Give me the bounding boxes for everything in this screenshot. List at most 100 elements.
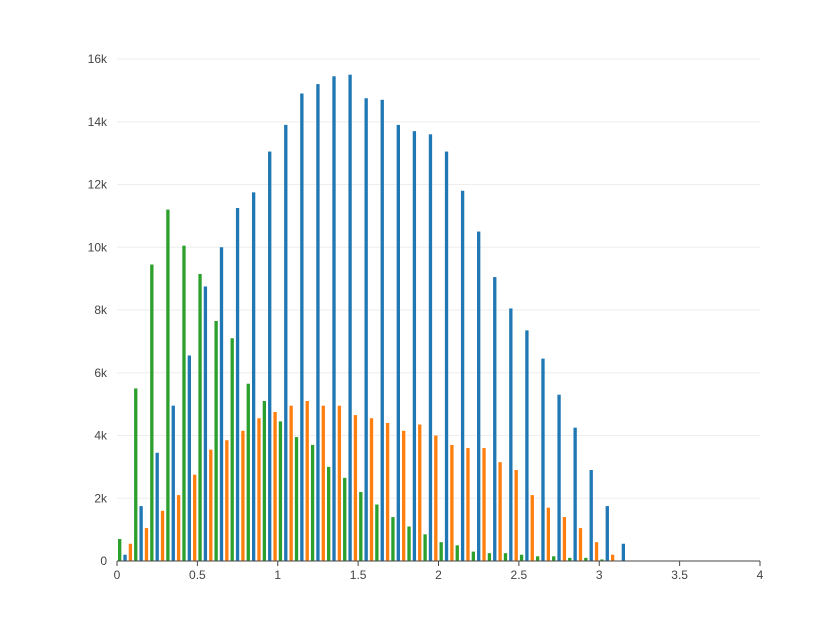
histogram-bar[interactable] <box>235 208 240 561</box>
histogram-bar[interactable] <box>407 526 411 561</box>
histogram-bar[interactable] <box>144 528 149 561</box>
histogram-bar[interactable] <box>578 528 583 561</box>
histogram-bar[interactable] <box>568 557 572 561</box>
histogram-bar[interactable] <box>326 466 331 562</box>
histogram-bar[interactable] <box>268 151 272 561</box>
histogram-bar[interactable] <box>193 474 197 561</box>
histogram-bar[interactable] <box>562 517 567 561</box>
histogram-bar[interactable] <box>219 247 224 561</box>
histogram-bar[interactable] <box>584 557 588 561</box>
histogram-bar[interactable] <box>423 534 427 561</box>
histogram-bar[interactable] <box>535 556 540 561</box>
x-tick-label: 3.5 <box>671 568 688 582</box>
histogram-bar[interactable] <box>514 470 518 561</box>
histogram-bar[interactable] <box>385 422 390 561</box>
histogram-bar[interactable] <box>337 405 342 561</box>
y-tick-label: 14k <box>88 115 108 129</box>
histogram-bar[interactable] <box>300 93 304 561</box>
histogram-bar[interactable] <box>412 131 417 561</box>
histogram-bar[interactable] <box>525 330 529 561</box>
histogram-bar[interactable] <box>246 383 250 561</box>
histogram-bar[interactable] <box>359 491 363 561</box>
histogram-bar[interactable] <box>450 444 454 561</box>
histogram-bar[interactable] <box>503 553 508 561</box>
histogram-bar[interactable] <box>187 355 191 561</box>
histogram-bar[interactable] <box>530 495 534 561</box>
histogram-bar[interactable] <box>284 124 288 561</box>
histogram-bar[interactable] <box>118 539 122 561</box>
histogram-bar[interactable] <box>123 554 127 561</box>
histogram-bar[interactable] <box>396 124 400 561</box>
histogram-bar[interactable] <box>493 277 497 561</box>
histogram-bar[interactable] <box>605 506 609 561</box>
histogram-bar[interactable] <box>251 192 256 561</box>
histogram-bar[interactable] <box>621 543 626 561</box>
histogram-bar[interactable] <box>460 190 465 561</box>
histogram-bar[interactable] <box>573 427 577 561</box>
histogram-bar[interactable] <box>182 245 186 561</box>
histogram-bar[interactable] <box>343 477 347 561</box>
histogram-bar[interactable] <box>444 151 449 561</box>
histogram-bar[interactable] <box>589 470 593 561</box>
histogram-bar[interactable] <box>594 542 599 561</box>
histogram-bar[interactable] <box>519 554 524 561</box>
histogram-bar[interactable] <box>214 320 218 561</box>
histogram-bar[interactable] <box>321 405 325 561</box>
histogram-bar[interactable] <box>241 430 245 561</box>
histogram-bar[interactable] <box>198 273 202 561</box>
histogram-bar[interactable] <box>150 264 154 561</box>
histogram-bar[interactable] <box>380 99 384 561</box>
histogram-bar[interactable] <box>466 448 470 561</box>
histogram-bar[interactable] <box>176 495 181 561</box>
histogram-bar[interactable] <box>418 424 422 561</box>
histogram-bar[interactable] <box>289 405 293 561</box>
histogram-bar[interactable] <box>375 504 379 561</box>
histogram-bar[interactable] <box>353 415 358 561</box>
histogram-bar[interactable] <box>316 84 320 561</box>
histogram-bar[interactable] <box>348 74 352 561</box>
histogram-bar[interactable] <box>509 308 513 561</box>
y-tick-label: 10k <box>88 240 108 254</box>
histogram-bar[interactable] <box>498 462 502 561</box>
histogram-bar[interactable] <box>128 543 133 561</box>
histogram-bar[interactable] <box>455 545 459 561</box>
histogram-bar[interactable] <box>369 418 374 561</box>
histogram-bar[interactable] <box>294 437 299 561</box>
x-tick-label: 4 <box>757 568 764 582</box>
histogram-bar[interactable] <box>557 394 561 561</box>
histogram-bar[interactable] <box>428 134 433 562</box>
histogram-bar[interactable] <box>273 411 277 561</box>
histogram-bar[interactable] <box>225 440 229 561</box>
histogram-bar[interactable] <box>482 448 486 561</box>
histogram-bar[interactable] <box>209 449 213 561</box>
histogram-bar[interactable] <box>139 506 143 561</box>
histogram-bar[interactable] <box>471 551 475 561</box>
histogram-bar[interactable] <box>230 338 234 561</box>
histogram-bar[interactable] <box>262 400 267 561</box>
histogram-bar[interactable] <box>171 405 175 561</box>
histogram-bar[interactable] <box>477 231 481 561</box>
histogram-bar[interactable] <box>610 554 615 561</box>
histogram-bar[interactable] <box>257 418 261 561</box>
histogram-bar[interactable] <box>541 358 545 561</box>
histogram-bar[interactable] <box>364 98 368 561</box>
histogram-bar[interactable] <box>203 286 208 561</box>
histogram-bar[interactable] <box>552 556 556 561</box>
histogram-bar[interactable] <box>332 76 336 561</box>
histogram-bar[interactable] <box>487 553 492 561</box>
histogram-bar[interactable] <box>166 209 170 561</box>
histogram-bar[interactable] <box>160 510 165 561</box>
histogram-bar[interactable] <box>402 430 406 561</box>
histogram-bar[interactable] <box>439 542 443 561</box>
histogram-bar[interactable] <box>305 400 309 561</box>
x-tick-label: 1 <box>274 568 281 582</box>
histogram-bar[interactable] <box>600 559 604 561</box>
histogram-bar[interactable] <box>155 452 159 561</box>
histogram-bar[interactable] <box>546 507 550 561</box>
histogram-bar[interactable] <box>391 517 395 561</box>
histogram-bar[interactable] <box>310 444 315 561</box>
histogram-bar[interactable] <box>278 421 283 561</box>
histogram-bar[interactable] <box>434 435 438 562</box>
histogram-bar[interactable] <box>134 388 138 561</box>
